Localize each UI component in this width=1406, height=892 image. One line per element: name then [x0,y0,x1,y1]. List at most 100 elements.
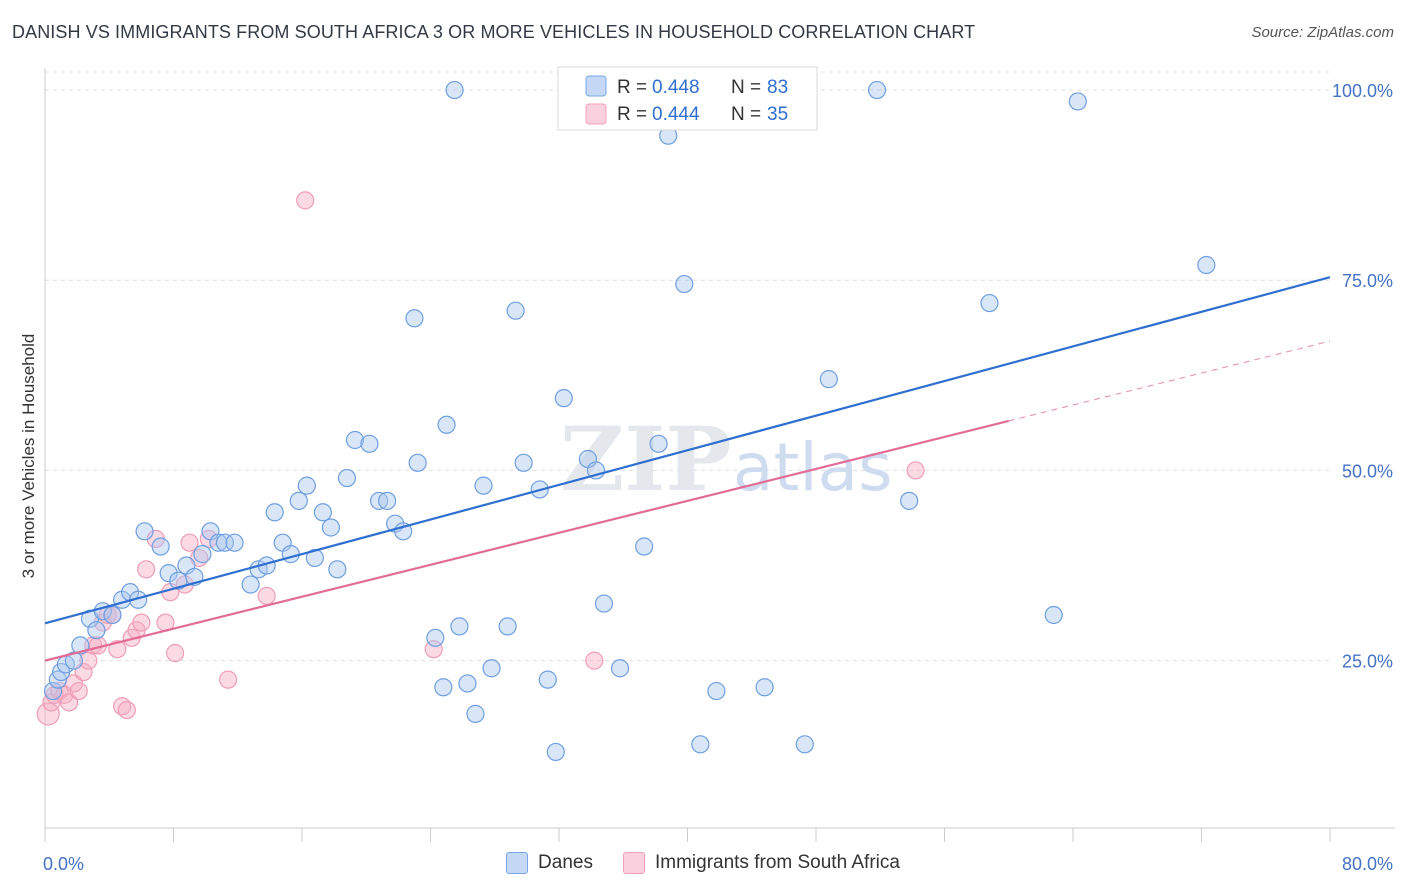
y-tick-label: 25.0% [1342,652,1393,672]
legend-item-danes: Danes [506,852,593,874]
point-danes [87,621,106,640]
y-tick-label: 75.0% [1342,271,1393,291]
point-danes [707,681,726,701]
point-south-africa [296,191,315,210]
point-danes [649,434,668,453]
point-danes [193,545,212,564]
point-south-africa [906,461,925,480]
bottom-legend: Danes Immigrants from South Africa [0,852,1406,874]
point-danes [305,548,324,568]
swatch-south-africa [622,852,645,874]
legend: R = 0.448 N = 83 R = 0.444 N = 35 [557,66,818,131]
point-danes [900,491,919,510]
point-danes [450,617,469,636]
point-danes [498,617,517,636]
watermark-zip: ZIP [560,407,732,511]
point-danes [546,742,565,762]
point-danes [795,735,814,754]
legend-n-label-1: N = [731,77,761,98]
point-danes [215,533,234,552]
point-danes [434,678,453,697]
x-tick-label-min: 0.0% [43,854,84,874]
point-danes [378,491,397,510]
y-axis-label: 3 or more Vehicles in Household [19,334,38,579]
point-south-africa [424,640,443,659]
axes-layer: 25.0% 50.0% 75.0% 100.0% 0.0% 80.0% [43,68,1395,874]
point-danes [313,503,332,522]
point-danes [209,533,228,552]
point-danes [328,560,347,579]
point-danes [691,735,710,754]
point-danes [289,491,308,510]
point-danes [321,518,341,537]
point-danes [297,476,316,495]
point-danes [445,80,464,100]
point-danes [867,80,887,100]
point-south-africa [132,613,151,632]
point-danes [241,575,260,594]
legend-n-value-danes: 83 [767,77,788,98]
source-credit: Source: ZipAtlas.com [1251,24,1394,41]
trend-extension-south-africa [1008,340,1331,422]
trend-line-danes [44,276,1331,625]
point-danes [151,537,170,556]
legend-swatch-sa [585,103,607,125]
point-danes [426,628,445,647]
series-points-danes [43,80,1216,762]
point-danes [337,468,357,488]
point-danes [474,476,493,495]
trend-lines [44,276,1331,662]
point-danes [265,503,284,522]
point-south-africa [117,700,137,720]
point-danes [594,594,614,613]
legend-swatch-danes [585,75,607,97]
point-south-africa [137,560,156,579]
legend-n-value-sa: 35 [767,104,788,125]
point-danes [819,370,838,389]
legend-label-danes: Danes [538,852,593,873]
point-south-africa [69,681,88,701]
point-danes [466,704,485,723]
point-danes [482,659,501,678]
point-danes [281,545,300,564]
point-danes [538,670,557,689]
point-danes [360,434,379,453]
point-danes [554,389,573,408]
y-tick-label: 50.0% [1342,461,1393,481]
legend-label-south-africa: Immigrants from South Africa [654,852,900,873]
x-tick-label-max: 80.0% [1342,854,1393,874]
point-danes [675,274,694,294]
point-danes [345,430,365,450]
watermark-atlas: atlas [733,429,893,506]
point-south-africa [585,651,604,670]
point-danes [159,564,178,583]
point-danes [103,605,122,625]
point-south-africa [166,643,185,663]
point-danes [43,681,63,701]
point-danes [610,659,630,678]
legend-r-label-2: R = [617,104,647,125]
point-danes [1068,92,1087,111]
series-points-immigrants-south-africa [36,191,925,726]
point-danes [437,415,456,434]
point-danes [755,678,774,697]
point-south-africa [219,670,238,689]
point-south-africa [108,640,127,659]
legend-item-south-africa: Immigrants from South Africa [622,852,900,874]
point-danes [64,651,84,670]
point-danes [458,674,477,693]
point-danes [506,301,525,320]
chart-title: DANISH VS IMMIGRANTS FROM SOUTH AFRICA 3… [12,22,976,42]
point-south-africa [180,533,199,552]
point-danes [135,522,154,541]
point-south-africa [257,586,276,606]
legend-n-label-2: N = [731,104,761,125]
point-danes [514,453,533,472]
point-danes [1044,605,1063,625]
trend-line-south-africa [44,419,1010,662]
point-danes [405,309,424,328]
point-danes [1197,255,1216,275]
point-danes [980,293,999,313]
legend-r-value-danes: 0.448 [652,77,700,98]
